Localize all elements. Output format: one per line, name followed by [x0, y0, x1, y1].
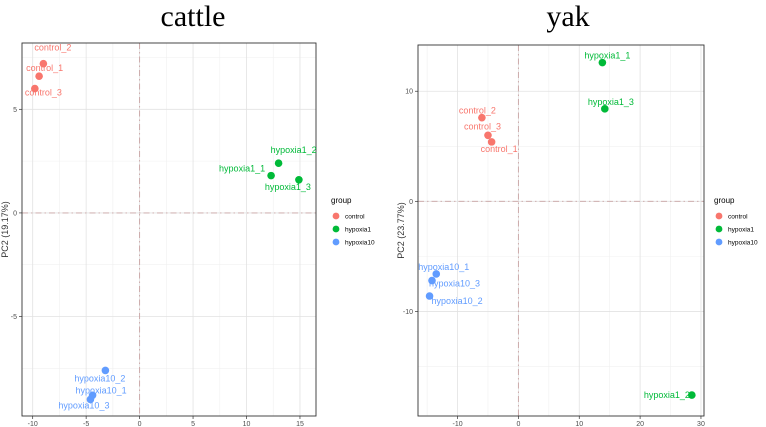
yak-x-tick-label: 0 — [516, 421, 520, 427]
yak-point-label-control_3: control_3 — [464, 121, 501, 131]
yak-point-hypoxia1_2[interactable] — [688, 391, 696, 399]
cattle-panel — [22, 43, 316, 416]
cattle-point-label-control_2: control_2 — [34, 43, 71, 53]
cattle-point-control_3[interactable] — [31, 84, 39, 93]
yak-y-axis-title: PC2 (23.77%) — [396, 202, 406, 259]
yak-legend-title: group — [714, 196, 735, 205]
cattle-x-tick-label: 5 — [191, 421, 195, 427]
cattle-point-label-hypoxia10_2: hypoxia10_2 — [74, 373, 125, 383]
yak-y-tick-label: 0 — [409, 199, 413, 206]
yak-y-tick-label: 10 — [405, 89, 413, 96]
yak-point-label-hypoxia10_3: hypoxia10_3 — [429, 279, 480, 289]
cattle-y-tick-label: -5 — [11, 314, 17, 321]
cattle-point-label-control_1: control_1 — [26, 63, 63, 73]
yak-panel-border — [417, 44, 705, 417]
cattle-point-label-hypoxia10_3: hypoxia10_3 — [58, 400, 109, 410]
yak-point-label-hypoxia10_2: hypoxia10_2 — [432, 296, 483, 306]
yak-point-control_2[interactable] — [478, 113, 486, 122]
cattle-point-hypoxia1_3[interactable] — [295, 175, 303, 184]
yak-point-hypoxia1_3[interactable] — [601, 105, 609, 113]
yak-legend-label-hypoxia1: hypoxia1 — [728, 226, 754, 233]
cattle-point-hypoxia1_1[interactable] — [267, 171, 275, 180]
cattle-x-tick-label: -5 — [83, 421, 89, 427]
cattle-legend-label-hypoxia1: hypoxia1 — [345, 226, 371, 233]
yak-x-tick-label: 30 — [697, 421, 705, 427]
yak-x-tick-label: 10 — [575, 421, 583, 427]
yak-point-label-hypoxia1_1: hypoxia1_1 — [584, 51, 630, 61]
yak-panel — [418, 45, 704, 416]
yak-y-tick-label: -10 — [403, 309, 413, 316]
cattle-point-label-hypoxia1_2: hypoxia1_2 — [271, 145, 317, 155]
cattle-chart-title: cattle — [160, 0, 226, 33]
cattle-point-hypoxia10_2[interactable] — [101, 366, 110, 375]
yak-point-hypoxia10_3[interactable] — [428, 276, 436, 285]
yak-point-hypoxia1_1[interactable] — [598, 58, 607, 67]
cattle-point-label-hypoxia1_1: hypoxia1_1 — [219, 164, 265, 174]
cattle-legend-label-hypoxia10: hypoxia10 — [345, 239, 375, 246]
cattle-point-control_2[interactable] — [39, 59, 48, 68]
yak-point-label-hypoxia1_3: hypoxia1_3 — [588, 97, 634, 107]
cattle-x-tick-label: 0 — [138, 421, 142, 427]
cattle-y-tick-label: 5 — [13, 107, 17, 114]
cattle-x-tick-label: -10 — [28, 421, 38, 427]
yak-point-control_3[interactable] — [484, 131, 492, 140]
yak-point-hypoxia10_1[interactable] — [432, 270, 441, 278]
cattle-x-tick-label: 10 — [243, 421, 251, 427]
yak-point-label-control_2: control_2 — [459, 106, 496, 116]
cattle-y-tick-label: 0 — [13, 210, 17, 217]
cattle-panel-border — [21, 42, 317, 417]
cattle-point-label-hypoxia10_1: hypoxia10_1 — [76, 385, 127, 395]
cattle-legend-label-control: control — [345, 213, 365, 220]
cattle-x-tick-label: 15 — [296, 421, 304, 427]
yak-point-label-hypoxia10_1: hypoxia10_1 — [418, 262, 469, 272]
yak-legend-label-hypoxia10: hypoxia10 — [728, 239, 758, 246]
cattle-point-label-hypoxia1_3: hypoxia1_3 — [265, 182, 311, 192]
yak-legend-key-control — [715, 212, 723, 220]
cattle-y-axis-title: PC2 (19.17%) — [0, 201, 10, 258]
yak-x-tick-label: -10 — [452, 421, 462, 427]
cattle-legend-title: group — [331, 196, 352, 205]
yak-chart-title: yak — [546, 0, 590, 33]
yak-legend-key-hypoxia1 — [715, 225, 723, 233]
cattle-legend-key-control — [332, 212, 340, 220]
cattle-point-control_1[interactable] — [35, 72, 43, 80]
yak-x-tick-label: 20 — [636, 421, 644, 427]
yak-point-hypoxia10_2[interactable] — [425, 292, 434, 300]
yak-point-label-control_1: control_1 — [481, 144, 518, 154]
cattle-legend-key-hypoxia1 — [332, 225, 340, 233]
yak-legend-label-control: control — [728, 213, 748, 220]
yak-point-label-hypoxia1_2: hypoxia1_2 — [644, 390, 690, 400]
cattle-legend-key-hypoxia10 — [332, 238, 340, 246]
yak-legend-key-hypoxia10 — [715, 238, 723, 246]
cattle-point-label-control_3: control_3 — [25, 88, 62, 98]
cattle-point-hypoxia1_2[interactable] — [274, 159, 283, 167]
yak-point-control_1[interactable] — [487, 138, 496, 146]
cattle-point-hypoxia10_3[interactable] — [86, 395, 95, 404]
